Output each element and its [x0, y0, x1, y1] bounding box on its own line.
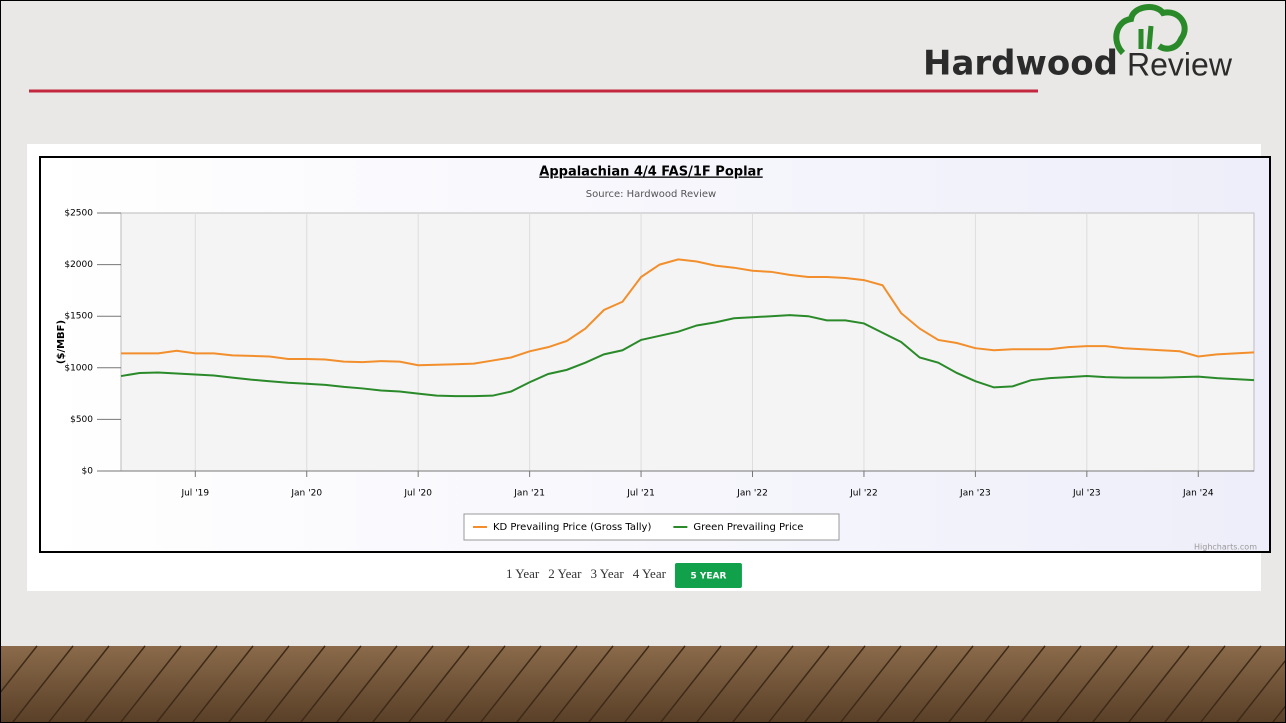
chart-subtitle: Source: Hardwood Review [586, 189, 716, 200]
x-tick-label: Jul '22 [849, 489, 878, 499]
x-tick-label: Jul '21 [626, 489, 655, 499]
x-tick-label: Jan '24 [1182, 489, 1214, 499]
range-button-label[interactable]: 5 YEAR [690, 572, 726, 582]
x-tick-label: Jan '22 [736, 489, 768, 499]
y-axis-title: ($/MBF) [56, 320, 67, 364]
credit: Highcharts.com [1194, 543, 1257, 552]
x-tick-label: Jul '23 [1072, 489, 1101, 499]
y-tick-label: $500 [70, 415, 93, 425]
y-tick-label: $2000 [64, 260, 93, 270]
x-tick-label: Jan '21 [513, 489, 545, 499]
x-tick-label: Jul '20 [403, 489, 432, 499]
range-button-label[interactable]: 1 Year [506, 566, 540, 581]
chart: Hardwood Review Appalachian 4/4 FAS/1F P… [1, 1, 1285, 722]
y-tick-label: $1000 [64, 363, 93, 373]
legend-label: Green Prevailing Price [693, 522, 803, 533]
slide: Hardwood Review Appalachian 4/4 FAS/1F P… [0, 0, 1286, 723]
range-button-label[interactable]: 3 Year [590, 566, 624, 581]
y-tick-label: $0 [82, 467, 94, 477]
x-tick-label: Jul '19 [180, 489, 209, 499]
range-button-label[interactable]: 4 Year [633, 566, 667, 581]
y-tick-label: $2500 [64, 209, 93, 219]
y-tick-label: $1500 [64, 312, 93, 322]
chart-title: Appalachian 4/4 FAS/1F Poplar [539, 165, 763, 180]
plot-area [121, 213, 1254, 471]
logo-suffix: Review [1127, 46, 1233, 82]
x-tick-label: Jan '23 [959, 489, 991, 499]
logo-brand: Hardwood [923, 44, 1118, 84]
legend-label: KD Prevailing Price (Gross Tally) [493, 522, 651, 533]
range-button-label[interactable]: 2 Year [548, 566, 582, 581]
x-tick-label: Jan '20 [290, 489, 322, 499]
wood-floor [1, 646, 1285, 722]
